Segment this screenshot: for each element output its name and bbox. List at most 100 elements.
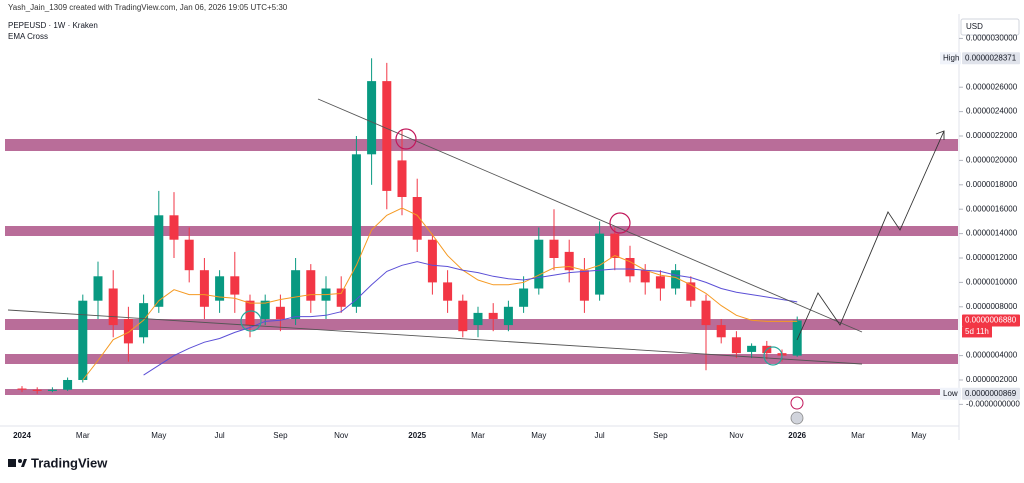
candle-body xyxy=(549,239,559,258)
y-tick-label: 0.0000018000 xyxy=(966,180,1018,189)
logo-mark xyxy=(21,459,27,467)
zone xyxy=(5,389,940,395)
candle-body xyxy=(519,288,529,307)
logo-mark xyxy=(18,459,22,463)
event-icon xyxy=(790,411,804,425)
ema-line xyxy=(82,207,798,381)
y-tick-label: 0.0000022000 xyxy=(966,131,1018,140)
candle-body xyxy=(747,345,757,352)
candle-body xyxy=(108,288,118,326)
drawings xyxy=(7,98,945,425)
candle-body xyxy=(671,270,681,289)
y-tick-label: 0.0000026000 xyxy=(966,82,1018,91)
candle-body xyxy=(351,154,361,307)
candle-body xyxy=(640,270,650,283)
candle-body xyxy=(154,215,164,307)
candle-body xyxy=(245,300,255,326)
y-tick-label: 0.0000024000 xyxy=(966,107,1018,116)
price-label-box xyxy=(962,314,1020,327)
candle-body xyxy=(63,379,73,390)
zone xyxy=(5,226,958,236)
candle-body xyxy=(78,300,88,380)
candle-body xyxy=(215,276,225,301)
x-tick-label: 2026 xyxy=(788,431,806,440)
projection-path xyxy=(796,130,945,341)
trendline xyxy=(317,98,863,333)
logo-mark xyxy=(8,459,16,467)
x-tick-label: 2025 xyxy=(408,431,426,440)
circle-marker xyxy=(395,128,417,150)
candle-body xyxy=(199,270,209,307)
zone xyxy=(5,139,958,151)
circle-marker xyxy=(609,212,631,234)
x-tick-label: Mar xyxy=(471,431,485,440)
candle-body xyxy=(625,257,635,277)
x-tick-label: Nov xyxy=(729,431,743,440)
x-tick-label: 2024 xyxy=(13,431,31,440)
candle-body xyxy=(503,306,513,326)
candle-body xyxy=(701,300,711,326)
x-tick-label: Mar xyxy=(851,431,865,440)
y-tick-label: 0.0000010000 xyxy=(966,278,1018,287)
y-tick-label: 0.0000008000 xyxy=(966,302,1018,311)
x-tick-label: May xyxy=(151,431,166,440)
x-tick-label: May xyxy=(531,431,546,440)
x-tick-label: Nov xyxy=(334,431,348,440)
candle-body xyxy=(123,318,133,344)
candle-body xyxy=(534,239,544,289)
candle-body xyxy=(564,251,574,271)
circle-marker xyxy=(240,310,262,332)
candle-body xyxy=(731,337,741,354)
candle-body xyxy=(792,320,802,356)
candle-body xyxy=(716,325,726,338)
circle-marker xyxy=(763,346,783,366)
y-tick-label: 0.0000004000 xyxy=(966,351,1018,360)
candle-body xyxy=(184,239,194,271)
candle-body xyxy=(610,233,620,258)
candle-body xyxy=(17,388,27,390)
candle-body xyxy=(397,160,407,198)
candle-body xyxy=(47,389,57,391)
candle-body xyxy=(595,233,605,295)
x-tick-label: May xyxy=(911,431,926,440)
currency-box xyxy=(960,18,1020,36)
candle-body xyxy=(306,270,316,301)
arrow-head xyxy=(935,130,945,140)
candle-body xyxy=(686,282,696,301)
event-icon xyxy=(790,396,804,410)
x-tick-label: Jul xyxy=(594,431,604,440)
price-label-box xyxy=(962,52,1020,65)
candle-body xyxy=(382,81,392,191)
brand: TradingView xyxy=(31,455,108,470)
candle-body xyxy=(260,300,270,319)
price-label: 0.0000000869 xyxy=(965,389,1017,398)
price-label-name: 5d 11h xyxy=(965,327,989,336)
trendline xyxy=(7,309,863,365)
candle-body xyxy=(655,276,665,289)
candle-body xyxy=(579,270,589,301)
ema-line xyxy=(143,261,798,376)
price-label-name: High xyxy=(943,53,959,62)
y-tick-label: 0.0000002000 xyxy=(966,375,1018,384)
candle-body xyxy=(367,81,377,155)
candle-body xyxy=(93,276,103,301)
indicator-name: EMA Cross xyxy=(8,32,48,41)
candle-body xyxy=(291,270,301,319)
price-label-name-box xyxy=(940,52,961,65)
y-tick-label: 0.0000016000 xyxy=(966,204,1018,213)
y-tick-label: 0.0000020000 xyxy=(966,156,1018,165)
price-label-name: Low xyxy=(943,389,958,398)
x-tick-label: Jul xyxy=(214,431,224,440)
currency: USD xyxy=(966,22,983,31)
author-line: Yash_Jain_1309 created with TradingView.… xyxy=(8,3,288,12)
price-label: 0.0000006880 xyxy=(965,316,1017,325)
logo: TradingView xyxy=(8,455,108,470)
x-tick-label: Sep xyxy=(653,431,668,440)
candle-body xyxy=(488,312,498,319)
zone xyxy=(5,354,958,364)
candle-body xyxy=(412,197,422,240)
candle-body xyxy=(169,215,179,240)
y-tick-label: -0.0000000000 xyxy=(966,399,1020,408)
price-label: 0.0000028371 xyxy=(965,53,1017,62)
